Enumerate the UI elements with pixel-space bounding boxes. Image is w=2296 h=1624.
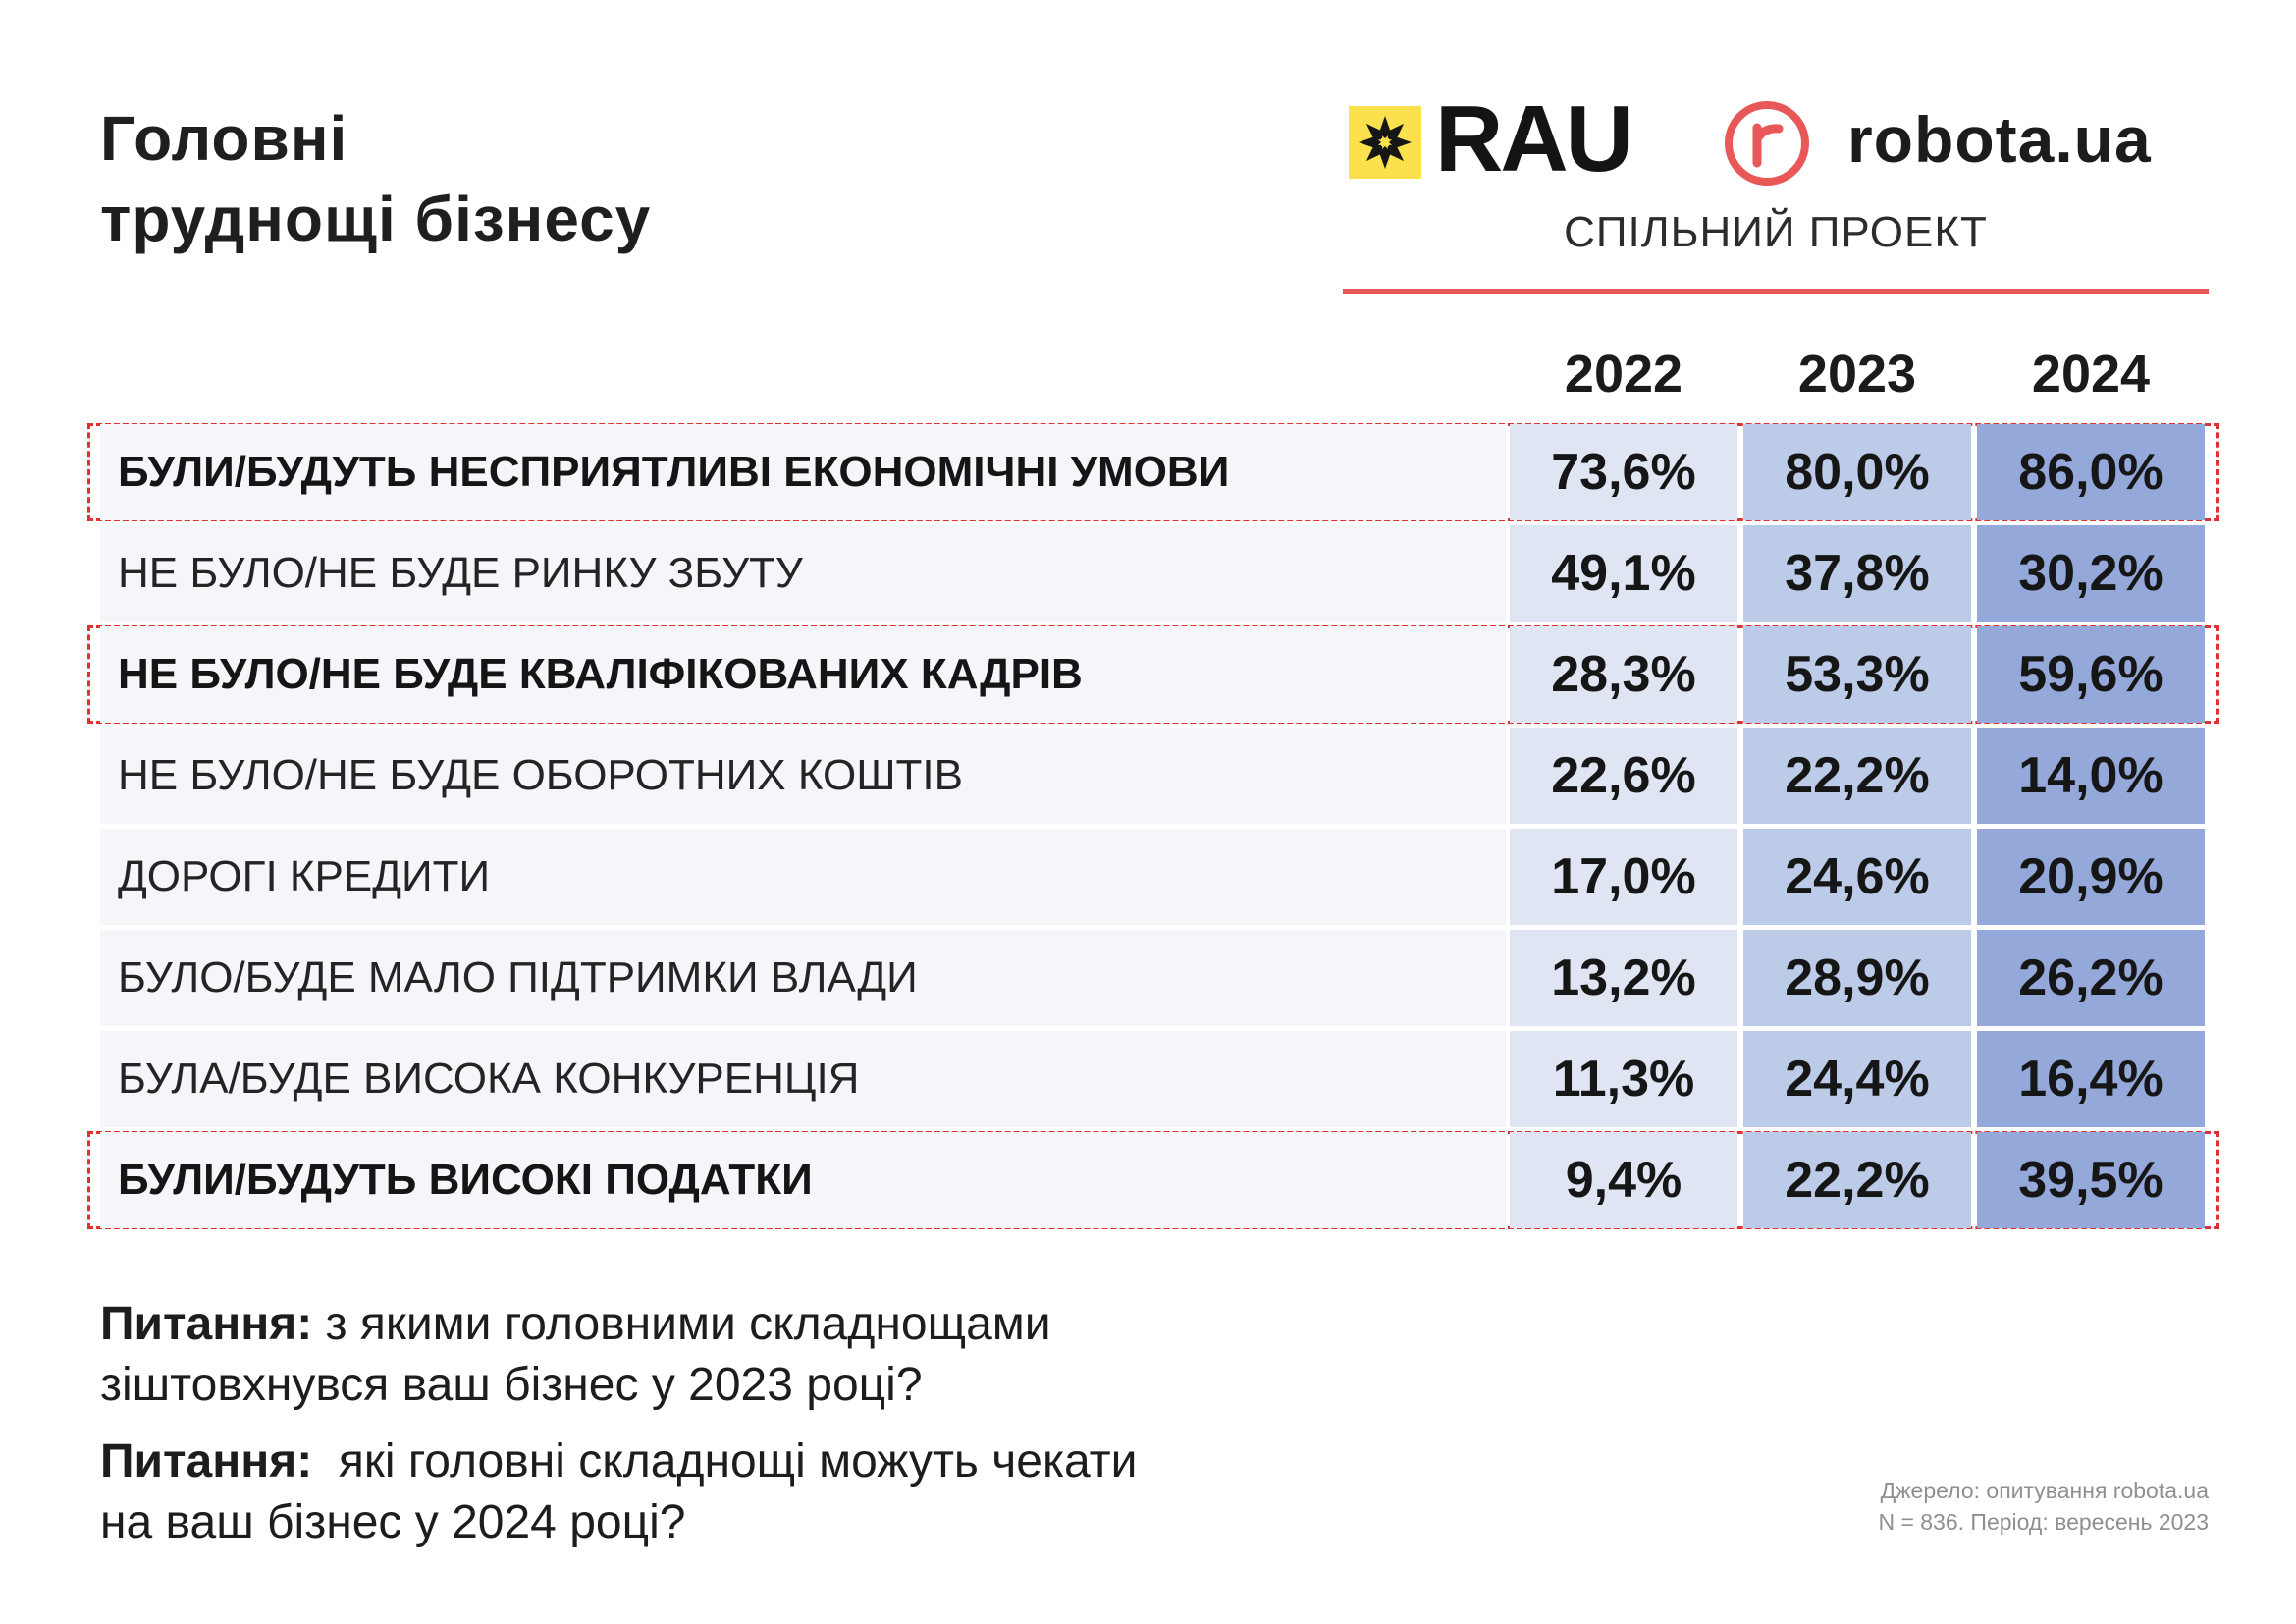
value-cell-2023: 37,8% [1743,525,1971,622]
value-cell-2024: 59,6% [1977,626,2205,723]
rau-ornament-icon [1349,106,1421,179]
value-cell-2022: 11,3% [1510,1031,1737,1127]
table-row: БУЛИ/БУДУТЬ ВИСОКІ ПОДАТКИ 9,4% 22,2% 39,5% [100,1132,2209,1228]
partner-logos: RAU robota.ua СПІЛЬНИЙ ПРОЕКТ [1343,90,2209,304]
robota-logo-text: robota.ua [1847,103,2152,176]
value-cell-2023: 24,6% [1743,829,1971,925]
header-divider [1343,289,2209,294]
question-2024: Питання: які головні складнощі можуть че… [100,1432,1376,1553]
question-2024-line-1: які головні складнощі можуть чекати [312,1435,1138,1488]
title-line-1: Головні [100,103,348,174]
column-header-2023: 2023 [1797,345,1917,404]
value-cell-2024: 20,9% [1977,829,2205,925]
row-label: НЕ БУЛО/НЕ БУДЕ ОБОРОТНИХ КОШТІВ [100,728,1506,824]
value-cell-2023: 80,0% [1743,424,1971,520]
question-2023-line-1: з якими головними складнощами [312,1298,1051,1350]
value-cell-2023: 53,3% [1743,626,1971,723]
value-cell-2022: 9,4% [1510,1132,1737,1228]
title-line-2: труднощі бізнесу [100,184,652,254]
row-label: БУЛА/БУДЕ ВИСОКА КОНКУРЕНЦІЯ [100,1031,1506,1127]
column-header-2024: 2024 [2031,345,2151,404]
value-cell-2024: 26,2% [1977,930,2205,1026]
source-note: Джерело: опитування robota.ua N = 836. П… [1878,1475,2209,1538]
table-row: БУЛА/БУДЕ ВИСОКА КОНКУРЕНЦІЯ 11,3% 24,4% 16… [100,1031,2209,1127]
value-cell-2024: 14,0% [1977,728,2205,824]
source-line-2: N = 836. Період: вересень 2023 [1878,1509,2209,1535]
row-label: БУЛИ/БУДУТЬ НЕСПРИЯТЛИВІ ЕКОНОМІЧНІ УМОВ… [100,424,1506,520]
value-cell-2023: 22,2% [1743,728,1971,824]
table-row: НЕ БУЛО/НЕ БУДЕ КВАЛІФІКОВАНИХ КАДРІВ 28,… [100,626,2209,723]
value-cell-2022: 49,1% [1510,525,1737,622]
table-row: БУЛО/БУДЕ МАЛО ПІДТРИМКИ ВЛАДИ 13,2% 28,9%… [100,930,2209,1026]
value-cell-2022: 28,3% [1510,626,1737,723]
row-label: БУЛО/БУДЕ МАЛО ПІДТРИМКИ ВЛАДИ [100,930,1506,1026]
page-title: Головні труднощі бізнесу [100,98,651,259]
value-cell-2024: 30,2% [1977,525,2205,622]
value-cell-2022: 22,6% [1510,728,1737,824]
question-2023-prefix: Питання: [100,1298,313,1350]
value-cell-2024: 39,5% [1977,1132,2205,1228]
row-label: НЕ БУЛО/НЕ БУДЕ РИНКУ ЗБУТУ [100,525,1506,622]
joint-project-label: СПІЛЬНИЙ ПРОЕКТ [1564,208,1988,256]
question-2024-prefix: Питання: [100,1435,313,1488]
question-2023-line-2: зіштовхнувся ваш бізнес у 2023 році? [100,1359,923,1411]
question-2024-line-2: на ваш бізнес у 2024 році? [100,1496,686,1548]
value-cell-2022: 13,2% [1510,930,1737,1026]
rau-logo-text: RAU [1435,86,1633,191]
value-cell-2022: 17,0% [1510,829,1737,925]
row-label: БУЛИ/БУДУТЬ ВИСОКІ ПОДАТКИ [100,1132,1506,1228]
value-cell-2023: 28,9% [1743,930,1971,1026]
value-cell-2022: 73,6% [1510,424,1737,520]
value-cell-2024: 16,4% [1977,1031,2205,1127]
table-row: БУЛИ/БУДУТЬ НЕСПРИЯТЛИВІ ЕКОНОМІЧНІ УМОВ… [100,424,2209,520]
table-row: НЕ БУЛО/НЕ БУДЕ ОБОРОТНИХ КОШТІВ 22,6% 22,… [100,728,2209,824]
source-line-1: Джерело: опитування robota.ua [1880,1478,2209,1503]
table-row: НЕ БУЛО/НЕ БУДЕ РИНКУ ЗБУТУ 49,1% 37,8% 30,… [100,525,2209,622]
value-cell-2024: 86,0% [1977,424,2205,520]
row-label: НЕ БУЛО/НЕ БУДЕ КВАЛІФІКОВАНИХ КАДРІВ [100,626,1506,723]
row-label: ДОРОГІ КРЕДИТИ [100,829,1506,925]
table-row: ДОРОГІ КРЕДИТИ 17,0% 24,6% 20,9% [100,829,2209,925]
column-header-2022: 2022 [1564,345,1683,404]
value-cell-2023: 22,2% [1743,1132,1971,1228]
robota-logo-icon [1722,98,1812,189]
value-cell-2023: 24,4% [1743,1031,1971,1127]
question-2023: Питання: з якими головними складнощами з… [100,1294,1376,1416]
